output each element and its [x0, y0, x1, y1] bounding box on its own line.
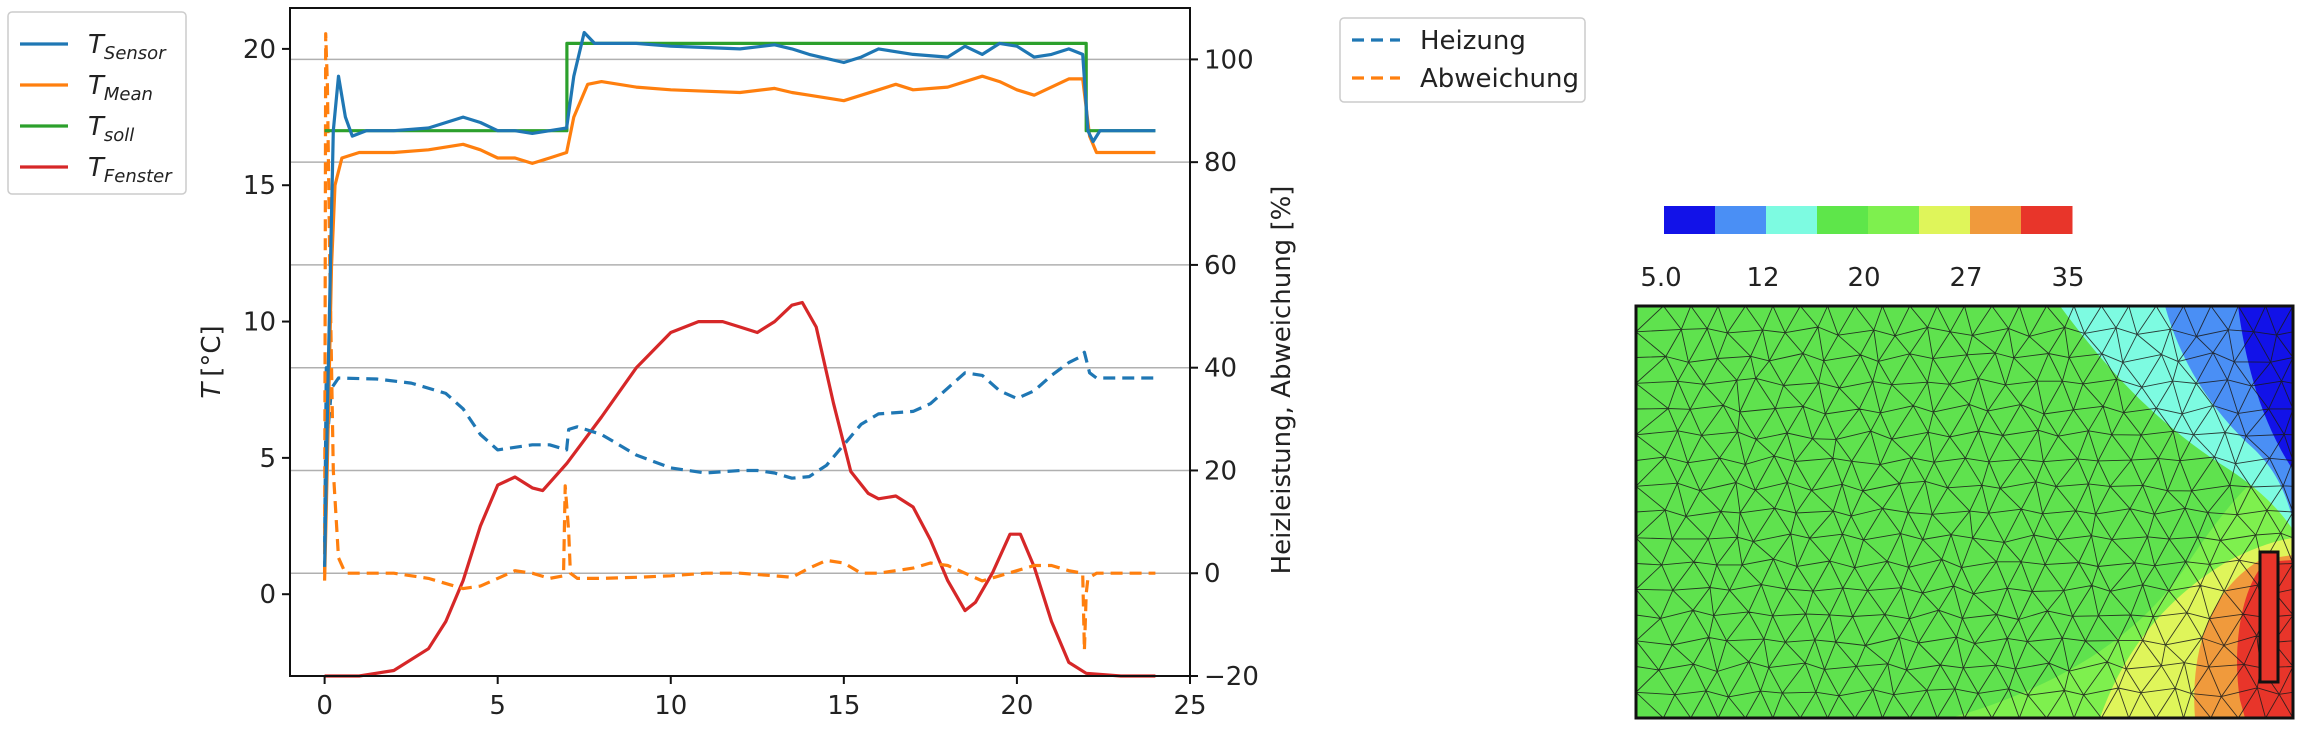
- legend-right-label: Heizung: [1420, 26, 1526, 56]
- series-line-heizung: [323, 350, 1156, 548]
- x-tick-label: 20: [1000, 691, 1033, 721]
- colorbar-tick-label: 35: [2051, 263, 2084, 293]
- series-line-t-sensor: [323, 30, 1156, 567]
- series-line-t-mean: [323, 74, 1156, 581]
- legend-left-label: TMean: [88, 71, 153, 105]
- colorbar-tick-label: 20: [1847, 263, 1880, 293]
- right-tick-label: 40: [1204, 354, 1237, 384]
- mesh-region-blue: [2238, 306, 2293, 470]
- colorbar-segment: [2021, 206, 2073, 234]
- legend-left-label: Tsoll: [88, 112, 134, 146]
- left-axis-ticks: 0 5 10 15 20: [243, 35, 290, 610]
- series-line-t-fenster: [324, 300, 1156, 678]
- right-tick-label: 60: [1204, 251, 1237, 281]
- x-tick-label: 0: [316, 691, 333, 721]
- x-axis-ticks: 0 5 10 15 20 25: [316, 676, 1207, 721]
- plot-frame: [289, 7, 1191, 677]
- legend-left-box: [7, 11, 187, 195]
- colorbar-segment: [1970, 206, 2022, 234]
- legend-right-label: Abweichung: [1420, 64, 1579, 94]
- right-tick-label: 80: [1204, 148, 1237, 178]
- colorbar-tick-label: 12: [1746, 263, 1779, 293]
- mesh-triangulation: [1636, 306, 2293, 718]
- right-tick-label: 20: [1204, 456, 1237, 486]
- colorbar-tick-label: 5.0: [1640, 263, 1681, 293]
- series-line-t-soll: [324, 41, 1156, 133]
- left-tick-label: 20: [243, 35, 276, 65]
- right-tick-label: 100: [1204, 45, 1254, 75]
- left-axis-label: T[°C]: [197, 325, 227, 398]
- colorbar-segment: [1868, 206, 1920, 234]
- x-tick-label: 15: [827, 691, 860, 721]
- legend-right: Heizung Abweichung: [1339, 17, 1586, 103]
- legend-left: TSensor TMean Tsoll TFenster: [7, 11, 187, 195]
- right-tick-label: −20: [1204, 662, 1259, 692]
- legend-right-box: [1339, 17, 1586, 103]
- right-tick-label: 0: [1204, 559, 1221, 589]
- legend-left-label: TFenster: [88, 153, 173, 187]
- x-tick-label: 25: [1173, 691, 1206, 721]
- right-axis-label: Heizleistung, Abweichung [%]: [1267, 186, 1297, 575]
- mesh-heatmap: [1634, 304, 2295, 720]
- left-tick-label: 5: [259, 444, 276, 474]
- colorbar: 5.0 12 20 27 35: [1640, 206, 2085, 293]
- heater-element: [2258, 550, 2280, 684]
- left-tick-label: 0: [259, 580, 276, 610]
- legend-left-label: TSensor: [88, 30, 167, 64]
- left-tick-label: 15: [243, 171, 276, 201]
- series-line-abweichung: [323, 32, 1156, 652]
- colorbar-segment: [1919, 206, 1971, 234]
- grid-lines: [290, 58, 1190, 574]
- colorbar-segment: [1715, 206, 1767, 234]
- main-plot: 0 5 10 15 20 25 0 5 10 15 20 −20 0 20 40 60 80 100 T[°C…: [197, 7, 1297, 721]
- x-tick-label: 5: [489, 691, 506, 721]
- colorbar-segment: [1664, 206, 1716, 234]
- colorbar-tick-label: 27: [1949, 263, 1982, 293]
- colorbar-segment: [1817, 206, 1869, 234]
- x-tick-label: 10: [654, 691, 687, 721]
- colorbar-segment: [1766, 206, 1818, 234]
- series-layer: [323, 30, 1156, 678]
- right-axis-ticks: −20 0 20 40 60 80 100: [1190, 45, 1259, 692]
- mesh-frame: [1634, 304, 2295, 720]
- left-tick-label: 10: [243, 308, 276, 338]
